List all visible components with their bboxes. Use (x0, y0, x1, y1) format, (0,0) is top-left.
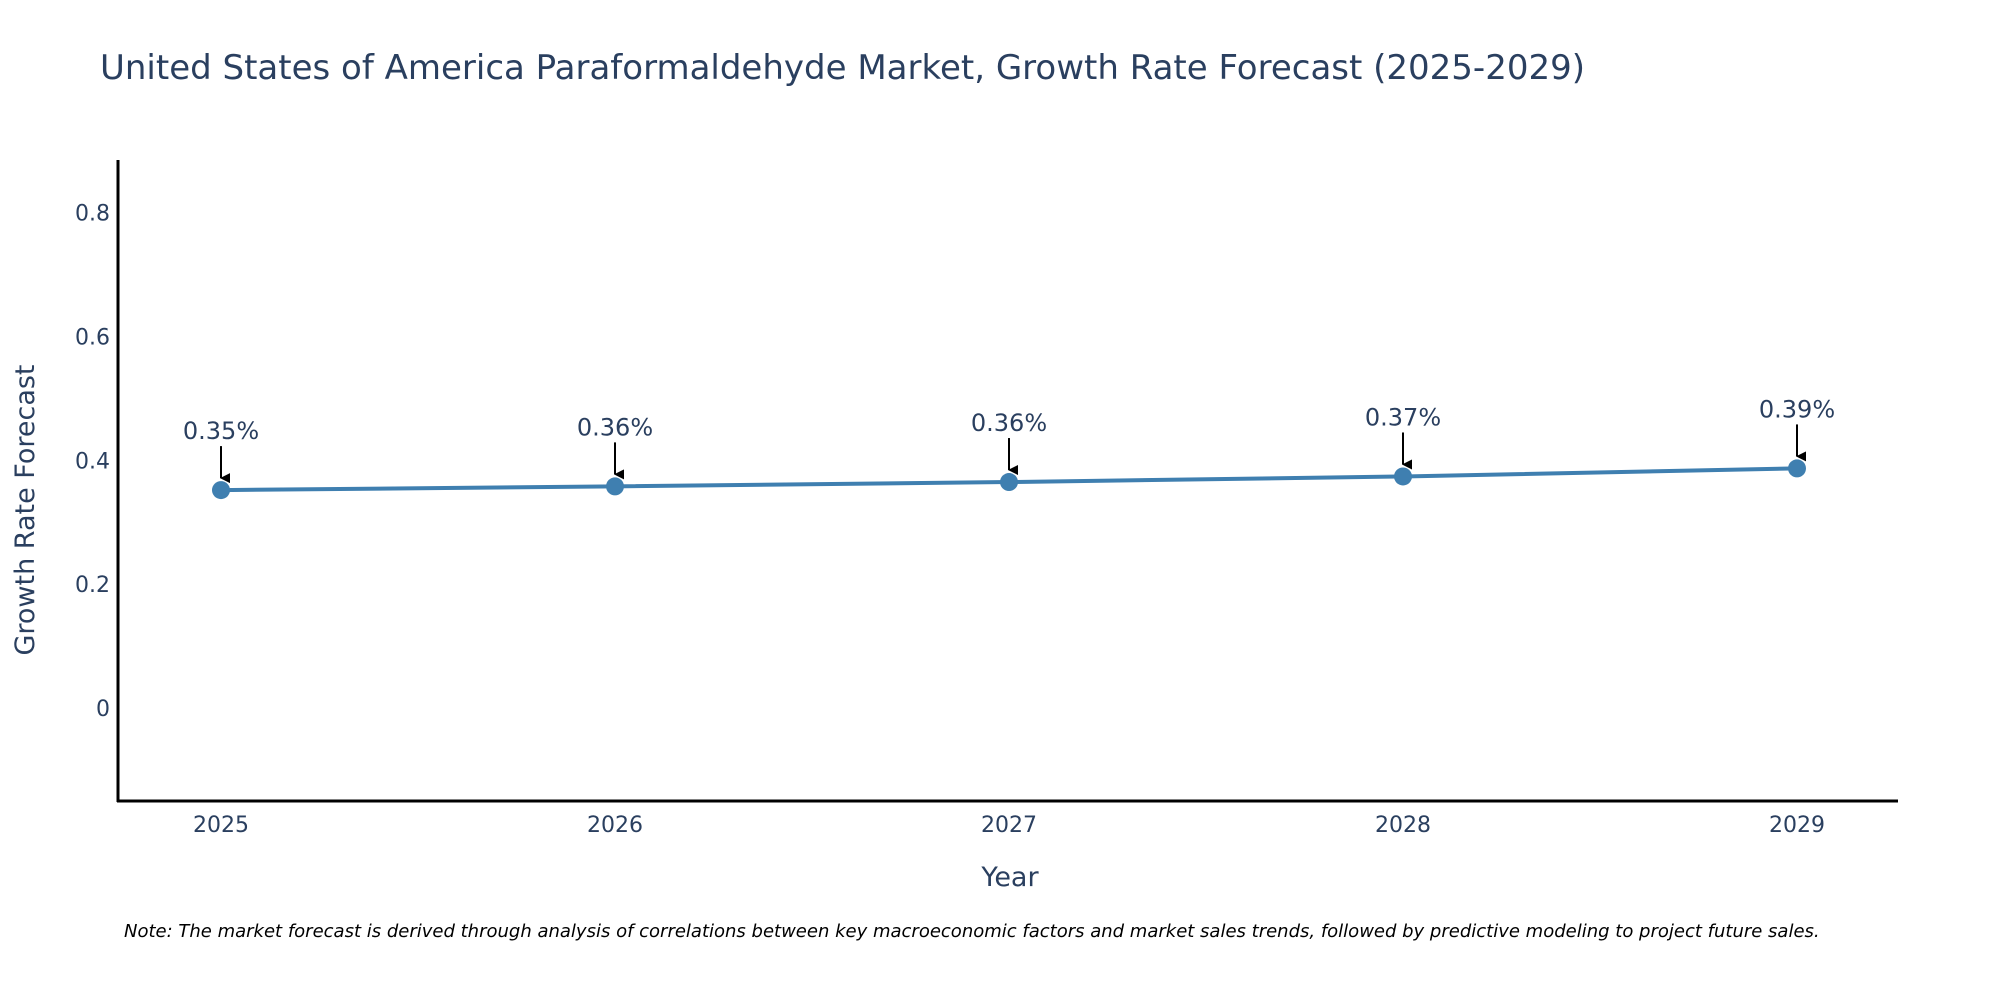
chart-title: United States of America Paraformaldehyd… (100, 48, 1585, 88)
y-tick-label: 0 (96, 697, 110, 722)
x-tick-label: 2025 (193, 813, 249, 838)
data-label: 0.37% (1365, 403, 1441, 431)
x-tick-label: 2026 (587, 813, 643, 838)
x-tick-label: 2029 (1769, 813, 1825, 838)
data-point (1788, 459, 1806, 478)
data-label: 0.39% (1759, 395, 1835, 423)
data-point (212, 481, 230, 500)
y-axis-title: Growth Rate Forecast (10, 364, 41, 655)
x-axis-title: Year (980, 862, 1039, 893)
data-label: 0.36% (971, 409, 1047, 437)
data-point (1394, 467, 1412, 486)
y-tick-label: 0.8 (75, 202, 110, 227)
x-tick-label: 2028 (1375, 813, 1431, 838)
y-tick-label: 0.2 (75, 573, 110, 598)
y-tick-label: 0.4 (75, 449, 110, 474)
x-tick-label: 2027 (981, 813, 1037, 838)
data-point (606, 477, 624, 496)
data-point (1000, 473, 1018, 492)
data-label: 0.35% (183, 417, 259, 445)
y-tick-label: 0.6 (75, 326, 110, 351)
footnote: Note: The market forecast is derived thr… (124, 921, 1820, 942)
data-label: 0.36% (577, 413, 653, 441)
